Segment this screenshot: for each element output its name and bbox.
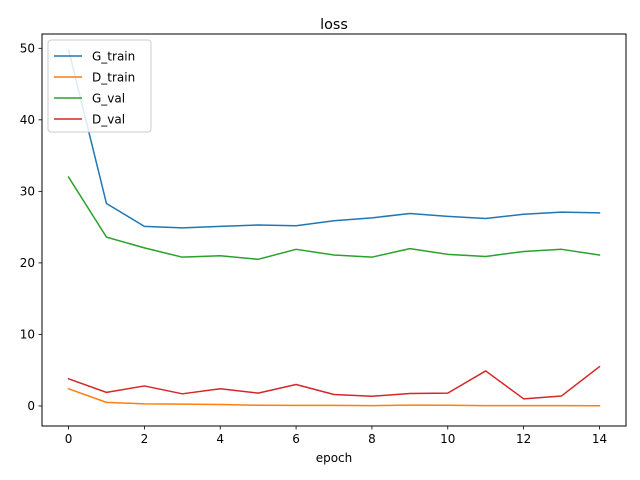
x-tick-label: 8 xyxy=(368,432,376,446)
legend-box xyxy=(47,39,152,133)
y-tick-label: 50 xyxy=(20,41,35,55)
legend-label-D_val: D_val xyxy=(92,113,125,127)
x-tick-label: 6 xyxy=(292,432,300,446)
y-axis-ticks: 0 10 20 30 40 50 xyxy=(20,41,42,413)
x-tick-label: 14 xyxy=(592,432,607,446)
series-line-D_train xyxy=(67,387,601,407)
x-axis-ticks: 0 2 4 6 8 10 12 14 xyxy=(65,426,607,446)
series-line-D_val xyxy=(67,365,601,400)
legend: G_train D_train G_val D_val xyxy=(47,39,152,133)
y-tick-label: 10 xyxy=(20,327,35,341)
y-tick-label: 30 xyxy=(20,184,35,198)
x-tick-label: 12 xyxy=(516,432,531,446)
legend-label-D_train: D_train xyxy=(92,71,135,85)
x-tick-label: 4 xyxy=(216,432,224,446)
series-line-G_val xyxy=(67,176,601,261)
series-lines xyxy=(67,48,601,407)
x-axis-label: epoch xyxy=(316,451,353,465)
legend-label-G_val: G_val xyxy=(92,92,125,106)
x-tick-label: 0 xyxy=(65,432,73,446)
plot-frame xyxy=(41,33,627,427)
legend-label-G_train: G_train xyxy=(92,50,135,64)
chart-title: loss xyxy=(320,17,348,33)
series-line-G_train xyxy=(67,48,601,229)
x-tick-label: 10 xyxy=(440,432,455,446)
y-tick-label: 20 xyxy=(20,256,35,270)
y-tick-label: 0 xyxy=(27,399,35,413)
y-tick-label: 40 xyxy=(20,113,35,127)
x-tick-label: 2 xyxy=(141,432,149,446)
